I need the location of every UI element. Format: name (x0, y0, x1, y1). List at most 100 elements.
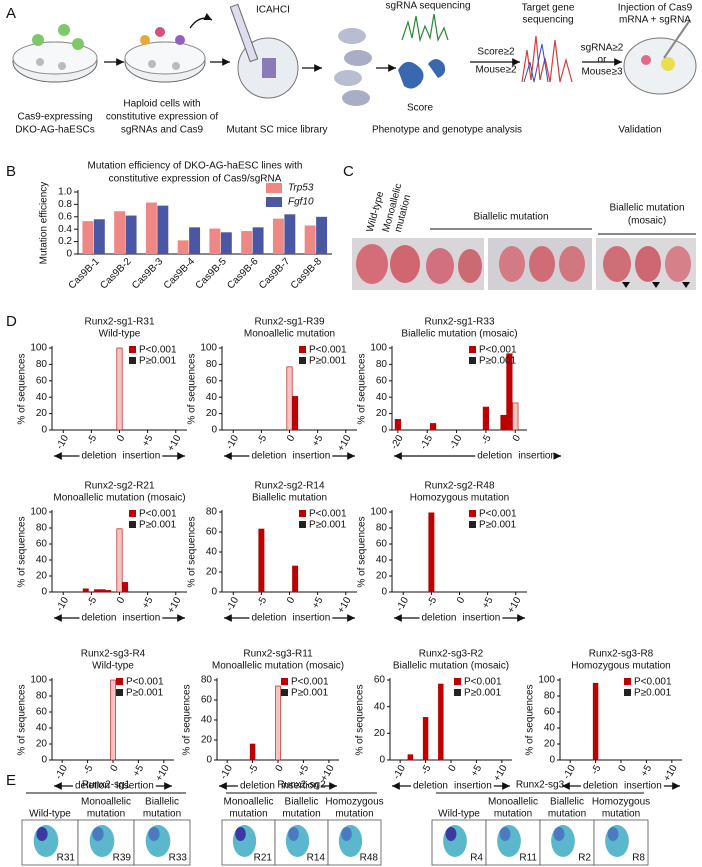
pointer (622, 282, 630, 288)
column-label: mutation (143, 809, 181, 820)
x-tick-label: 0 (455, 595, 468, 606)
x-axis-label: insertion (293, 613, 331, 624)
x-tick-label: Cas9B-4 (162, 256, 198, 292)
column-label: mutation (282, 809, 320, 820)
embryo (426, 248, 454, 284)
panel-letter: E (6, 772, 16, 789)
y-tick-label: 100 (30, 343, 47, 354)
bar (258, 528, 265, 593)
legend-swatch (129, 521, 136, 528)
x-tick-label: -5 (425, 595, 439, 609)
y-axis-label: % of sequences (187, 353, 198, 424)
y-axis-label: % of sequences (525, 684, 536, 755)
chart-title: Monoallelic mutation (244, 329, 335, 340)
skeleton-stain (148, 827, 160, 841)
column-label: Monoallelic (223, 797, 273, 808)
legend-label: P<0.001 (291, 677, 329, 688)
column-label: mutation (494, 809, 532, 820)
legend-label: P≥0.001 (479, 356, 517, 367)
y-tick-label: 60 (206, 527, 218, 538)
pipette (229, 3, 259, 63)
x-tick-label: -10 (218, 763, 235, 781)
criteria-label: Mouse≥3 (581, 67, 623, 78)
legend-swatch (299, 346, 306, 353)
bar (592, 682, 599, 761)
embryo (603, 246, 631, 282)
criteria-label: sgRNA≥2 (581, 43, 624, 54)
bar (482, 406, 490, 431)
y-tick-label: 0 (379, 755, 385, 766)
criteria-label: Score≥2 (477, 47, 515, 58)
panel-letter: C (343, 163, 354, 180)
mouse (334, 70, 362, 86)
legend-label: P<0.001 (309, 345, 347, 356)
y-tick-label: 40 (374, 701, 386, 712)
panel-letter: B (6, 163, 16, 180)
y-tick-label: 60 (544, 707, 556, 718)
legend-swatch (454, 678, 461, 685)
x-tick-label: 0 (115, 433, 128, 444)
step-label: sgRNA sequencing (385, 1, 470, 12)
chart-title: Runx2-sg1-R33 (424, 317, 494, 328)
column-label: Wild-type (438, 809, 480, 820)
y-tick-label: 20 (36, 739, 48, 750)
bar (407, 754, 414, 761)
sample-label: R21 (254, 853, 273, 864)
y-tick-label: 80 (206, 507, 218, 518)
chart-title: Runx2-sg3-R11 (243, 649, 313, 660)
skeleton-stain (553, 827, 565, 841)
group-label: Runx2-sg3 (516, 780, 565, 791)
criteria-label: Mouse≥2 (475, 65, 517, 76)
step-caption: Phenotype and genotype analysis (372, 125, 522, 136)
x-tick-label: 0 (285, 433, 298, 444)
bar (93, 219, 105, 254)
legend-label: P<0.001 (126, 677, 164, 688)
y-tick-label: 20 (374, 728, 386, 739)
chart-title: Biallelic mutation (mosaic) (401, 329, 517, 340)
x-axis-label: insertion (293, 451, 331, 462)
x-tick-label: -10 (448, 433, 465, 451)
bar (292, 396, 299, 431)
sample-label: R33 (169, 853, 188, 864)
y-tick-label: 0 (206, 755, 212, 766)
group-label: (mosaic) (628, 216, 666, 227)
y-tick-label: 100 (370, 507, 387, 518)
x-tick-label: +5 (296, 763, 311, 779)
legend-swatch (129, 510, 136, 517)
colony (148, 60, 156, 68)
bar (94, 589, 100, 593)
x-tick-label: -10 (54, 433, 71, 451)
y-axis-label: % of sequences (187, 516, 198, 587)
y-tick-label: 20 (376, 571, 388, 582)
legend-swatch (469, 510, 476, 517)
chart-title: Runx2-sg3-R4 (81, 649, 146, 660)
legend-label: P<0.001 (479, 509, 517, 520)
x-tick-label: -5 (81, 763, 95, 777)
y-axis-label: % of sequences (17, 684, 28, 755)
x-tick-label: 0 (274, 763, 287, 774)
legend-swatch (266, 183, 282, 193)
mouse (338, 28, 366, 44)
bar (286, 366, 293, 431)
y-tick-label: 0 (211, 425, 217, 436)
x-tick-label: +5 (310, 433, 325, 449)
x-tick-label: +10 (154, 763, 172, 784)
column-label: Homozygous (592, 797, 650, 808)
chart-title: Wild-type (92, 661, 134, 672)
x-tick-label: +10 (492, 763, 510, 784)
x-tick-label: +10 (336, 433, 354, 454)
x-tick-label: -5 (85, 433, 99, 447)
legend-label: P<0.001 (634, 677, 672, 688)
x-tick-label: -5 (419, 763, 433, 777)
column-label: mutation (229, 809, 267, 820)
skeleton-stain (92, 827, 104, 841)
legend-label: P≥0.001 (139, 520, 177, 531)
x-tick-label: 0 (115, 595, 128, 606)
x-axis-label: deletion (75, 781, 110, 792)
y-tick-label: 80 (206, 359, 218, 370)
x-tick-label: +10 (166, 433, 184, 454)
chart-title: Monoallelic mutation (mosaic) (212, 661, 344, 672)
y-tick-label: 20 (206, 408, 218, 419)
sample-label: R39 (113, 853, 132, 864)
bar (177, 240, 189, 254)
